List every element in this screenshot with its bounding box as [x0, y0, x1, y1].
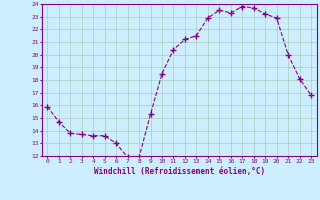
X-axis label: Windchill (Refroidissement éolien,°C): Windchill (Refroidissement éolien,°C)	[94, 167, 265, 176]
